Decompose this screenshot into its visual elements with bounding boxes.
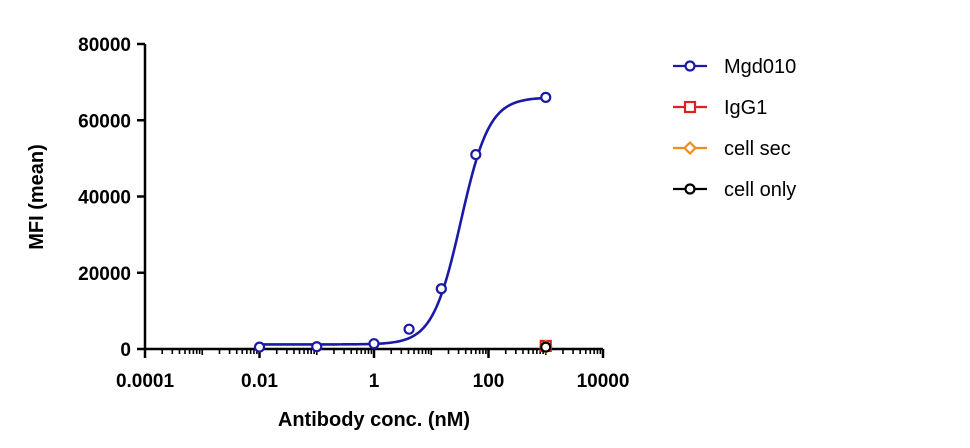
data-point: [253, 341, 266, 353]
legend-item: IgG1: [673, 97, 767, 119]
ticks: [137, 42, 605, 358]
tick-labels: 0 20000 40000 60000 80000 0.0001 0.01 1 100 10000: [78, 35, 629, 392]
data-point: [470, 148, 482, 161]
legend-label: Mgd010: [724, 56, 796, 78]
x-tick-label: 100: [473, 371, 505, 392]
y-tick-label: 40000: [78, 188, 131, 209]
legend: Mgd010 IgG1 cell sec cell only: [673, 56, 796, 201]
data-point: [311, 341, 323, 353]
legend-label: IgG1: [724, 97, 767, 119]
data-points: [253, 91, 553, 354]
legend-label: cell sec: [724, 138, 791, 160]
axes: [143, 44, 603, 351]
y-tick-label: 80000: [78, 35, 131, 56]
data-point: [540, 91, 552, 103]
legend-marker: [683, 100, 697, 114]
legend-label: cell only: [724, 179, 796, 201]
y-tick-label: 0: [120, 340, 131, 361]
legend-item: cell sec: [673, 138, 791, 160]
data-point: [435, 283, 447, 295]
legend-marker: [684, 183, 696, 195]
data-point: [368, 338, 380, 350]
legend-marker: [684, 60, 696, 72]
x-tick-label: 0.0001: [116, 371, 175, 392]
data-point: [540, 341, 552, 353]
fit-curve: [259, 96, 546, 346]
x-axis-title: Antibody conc. (nM): [278, 409, 470, 431]
legend-item: Mgd010: [673, 56, 796, 78]
data-point: [403, 323, 415, 335]
y-tick-label: 20000: [78, 264, 131, 285]
legend-marker: [682, 140, 698, 156]
fit-curves: [259, 96, 546, 346]
x-tick-label: 0.01: [241, 371, 278, 392]
legend-item: cell only: [673, 179, 796, 201]
y-axis-title: MFI (mean): [26, 144, 48, 250]
y-tick-label: 60000: [78, 111, 131, 132]
x-tick-label: 1: [369, 371, 380, 392]
x-tick-label: 10000: [577, 371, 630, 392]
